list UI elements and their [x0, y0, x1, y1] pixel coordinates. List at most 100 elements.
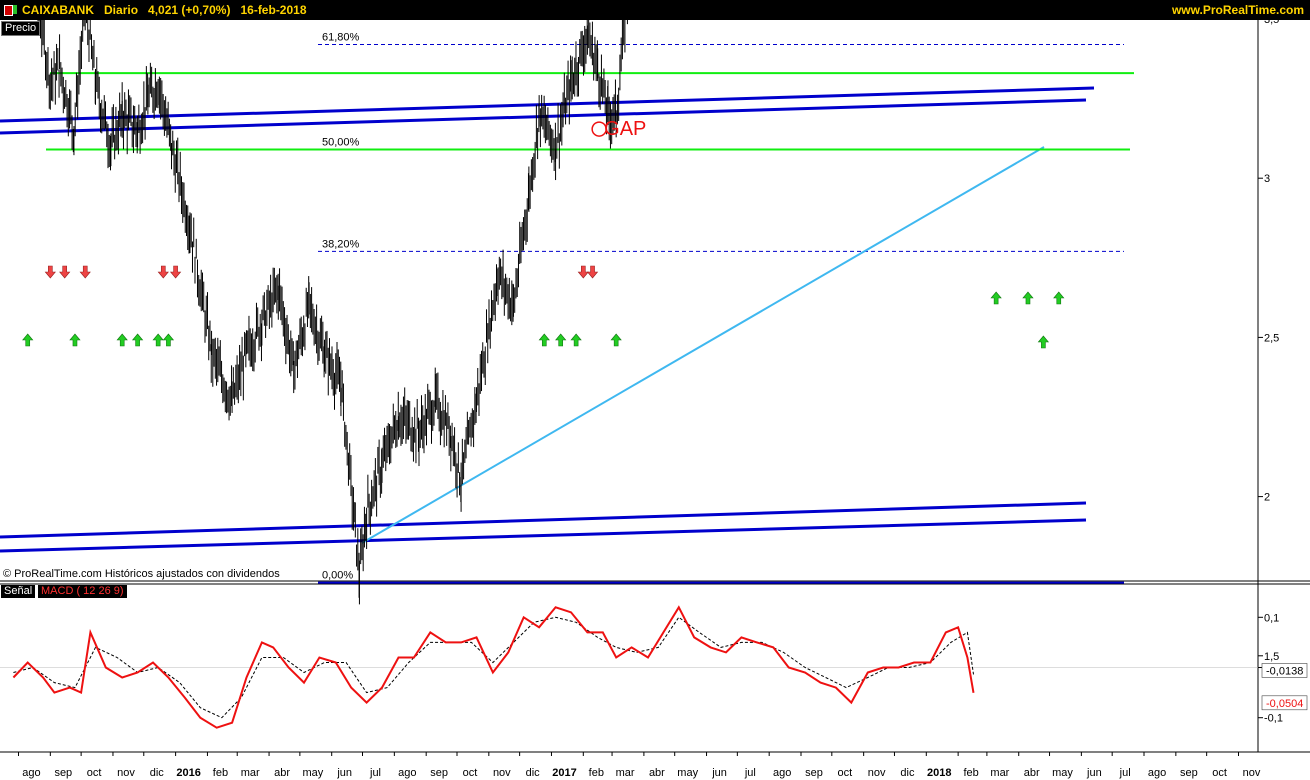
x-tick-label: nov — [493, 767, 511, 779]
signal-arrows — [22, 265, 1065, 349]
macd-tick-label: 0,1 — [1264, 612, 1279, 624]
x-tick-label: ago — [773, 767, 791, 779]
price-y-axis: 1,522,533,544,5 — [1258, 20, 1279, 663]
up-arrow — [570, 333, 582, 347]
upper-channel-line — [0, 86, 1095, 123]
x-tick-label: jul — [1119, 767, 1131, 779]
y-tick-label: 2,5 — [1264, 332, 1279, 344]
fib-annotations: 100,00%61,80%50,00%38,20%0,00%GAP — [322, 31, 646, 582]
instrument-summary: CAIXABANK Diario 4,021 (+0,70%) 16-feb-2… — [22, 0, 307, 20]
x-tick-label: abr — [274, 767, 290, 779]
lower-channel-line — [0, 518, 1087, 553]
x-tick-label: 2018 — [927, 767, 951, 779]
x-tick-label: mar — [616, 767, 635, 779]
chart-frame — [0, 20, 1310, 753]
up-arrow — [152, 333, 164, 347]
x-tick-label: nov — [1243, 767, 1261, 779]
x-tick-label: mar — [241, 767, 260, 779]
value-tags: 4,021-0,0138-0,0504 — [1261, 663, 1308, 711]
x-tick-label: dic — [900, 767, 915, 779]
fib-label: 61,80% — [322, 31, 360, 43]
macd-value-tag-box — [1261, 695, 1308, 711]
fib-label: 38,20% — [322, 238, 360, 250]
x-tick-label: ago — [1148, 767, 1166, 779]
signal-value-tag-box — [1261, 663, 1308, 678]
x-tick-label: feb — [963, 767, 978, 779]
x-tick-label: abr — [649, 767, 665, 779]
macd-panel-label: MACD ( 12 26 9) — [38, 585, 127, 598]
red-flag-icon — [4, 5, 13, 16]
y-tick-label: 3,5 — [1264, 20, 1279, 26]
x-tick-label: oct — [87, 767, 102, 779]
macd-tick-label: -0,1 — [1264, 713, 1283, 725]
x-tick-label: ago — [398, 767, 416, 779]
x-tick-label: 2017 — [552, 767, 576, 779]
macd-value-tag: -0,0504 — [1266, 698, 1303, 710]
x-tick-label: abr — [1024, 767, 1040, 779]
x-tick-label: nov — [117, 767, 135, 779]
ticker-name: CAIXABANK — [22, 3, 94, 17]
down-arrow — [586, 265, 599, 279]
x-tick-label: dic — [150, 767, 165, 779]
x-tick-label: may — [677, 767, 698, 779]
x-tick-label: jul — [369, 767, 381, 779]
x-tick-label: oct — [837, 767, 852, 779]
x-tick-label: sep — [1180, 767, 1198, 779]
price-and-macd-chart[interactable]: ago sep oct nov dic 2016 feb mar abr may jun jul ago… — [0, 20, 1310, 780]
down-arrow — [577, 265, 589, 279]
price-panel-label: Precio — [1, 21, 41, 36]
up-arrow — [1053, 291, 1065, 305]
x-tick-label: jun — [711, 767, 727, 779]
down-arrow — [79, 265, 91, 279]
period-label: Diario — [104, 3, 139, 17]
x-tick-label: 2016 — [176, 767, 200, 779]
x-tick-label: oct — [1212, 767, 1227, 779]
rising-trendline — [361, 146, 1045, 544]
drawn-trend-lines[interactable] — [0, 20, 1158, 584]
down-arrow — [59, 265, 71, 279]
signal-panel-label: Señal — [1, 585, 36, 598]
macd-lines — [0, 605, 1258, 729]
x-tick-label: sep — [430, 767, 448, 779]
y-tick-label: 1,5 — [1264, 651, 1279, 663]
x-tick-label: ago — [22, 767, 40, 779]
x-tick-label: feb — [213, 767, 228, 779]
title-bar: CAIXABANK Diario 4,021 (+0,70%) 16-feb-2… — [0, 0, 1310, 20]
gap-label: GAP — [604, 118, 646, 140]
last-price: 4,021 — [148, 3, 179, 17]
signal-value-tag: -0,0138 — [1266, 665, 1303, 677]
fib-label: 50,00% — [322, 137, 360, 149]
quote-date: 16-feb-2018 — [240, 3, 307, 17]
down-arrow — [157, 265, 169, 279]
x-tick-label: sep — [805, 767, 823, 779]
down-arrow — [169, 265, 182, 279]
copyright-note: © ProRealTime.com Históricos ajustados c… — [3, 568, 280, 580]
up-arrow — [162, 333, 175, 347]
up-arrow — [538, 333, 550, 347]
x-tick-label: may — [302, 767, 323, 779]
macd-line — [12, 605, 975, 729]
price-bars — [37, 20, 628, 605]
site-link[interactable]: www.ProRealTime.com — [1171, 3, 1304, 17]
x-tick-label: jun — [336, 767, 352, 779]
x-tick-label: mar — [990, 767, 1009, 779]
up-arrow — [555, 333, 567, 347]
up-arrow — [990, 291, 1002, 305]
up-arrow — [610, 333, 622, 347]
green-bar-icon — [13, 5, 17, 14]
signal-line — [13, 616, 974, 719]
x-tick-label: jun — [1086, 767, 1102, 779]
fib-label: 0,00% — [322, 570, 353, 582]
x-tick-label: nov — [868, 767, 886, 779]
x-tick-label: jul — [744, 767, 756, 779]
lower-channel-line — [0, 501, 1087, 539]
y-tick-label: 2 — [1264, 492, 1270, 504]
up-arrow — [116, 333, 128, 347]
x-tick-label: oct — [463, 767, 478, 779]
x-tick-label: may — [1052, 767, 1073, 779]
price-change: (+0,70%) — [181, 3, 231, 17]
down-arrow — [44, 265, 56, 279]
y-tick-label: 3 — [1264, 173, 1270, 185]
x-tick-label: feb — [589, 767, 604, 779]
